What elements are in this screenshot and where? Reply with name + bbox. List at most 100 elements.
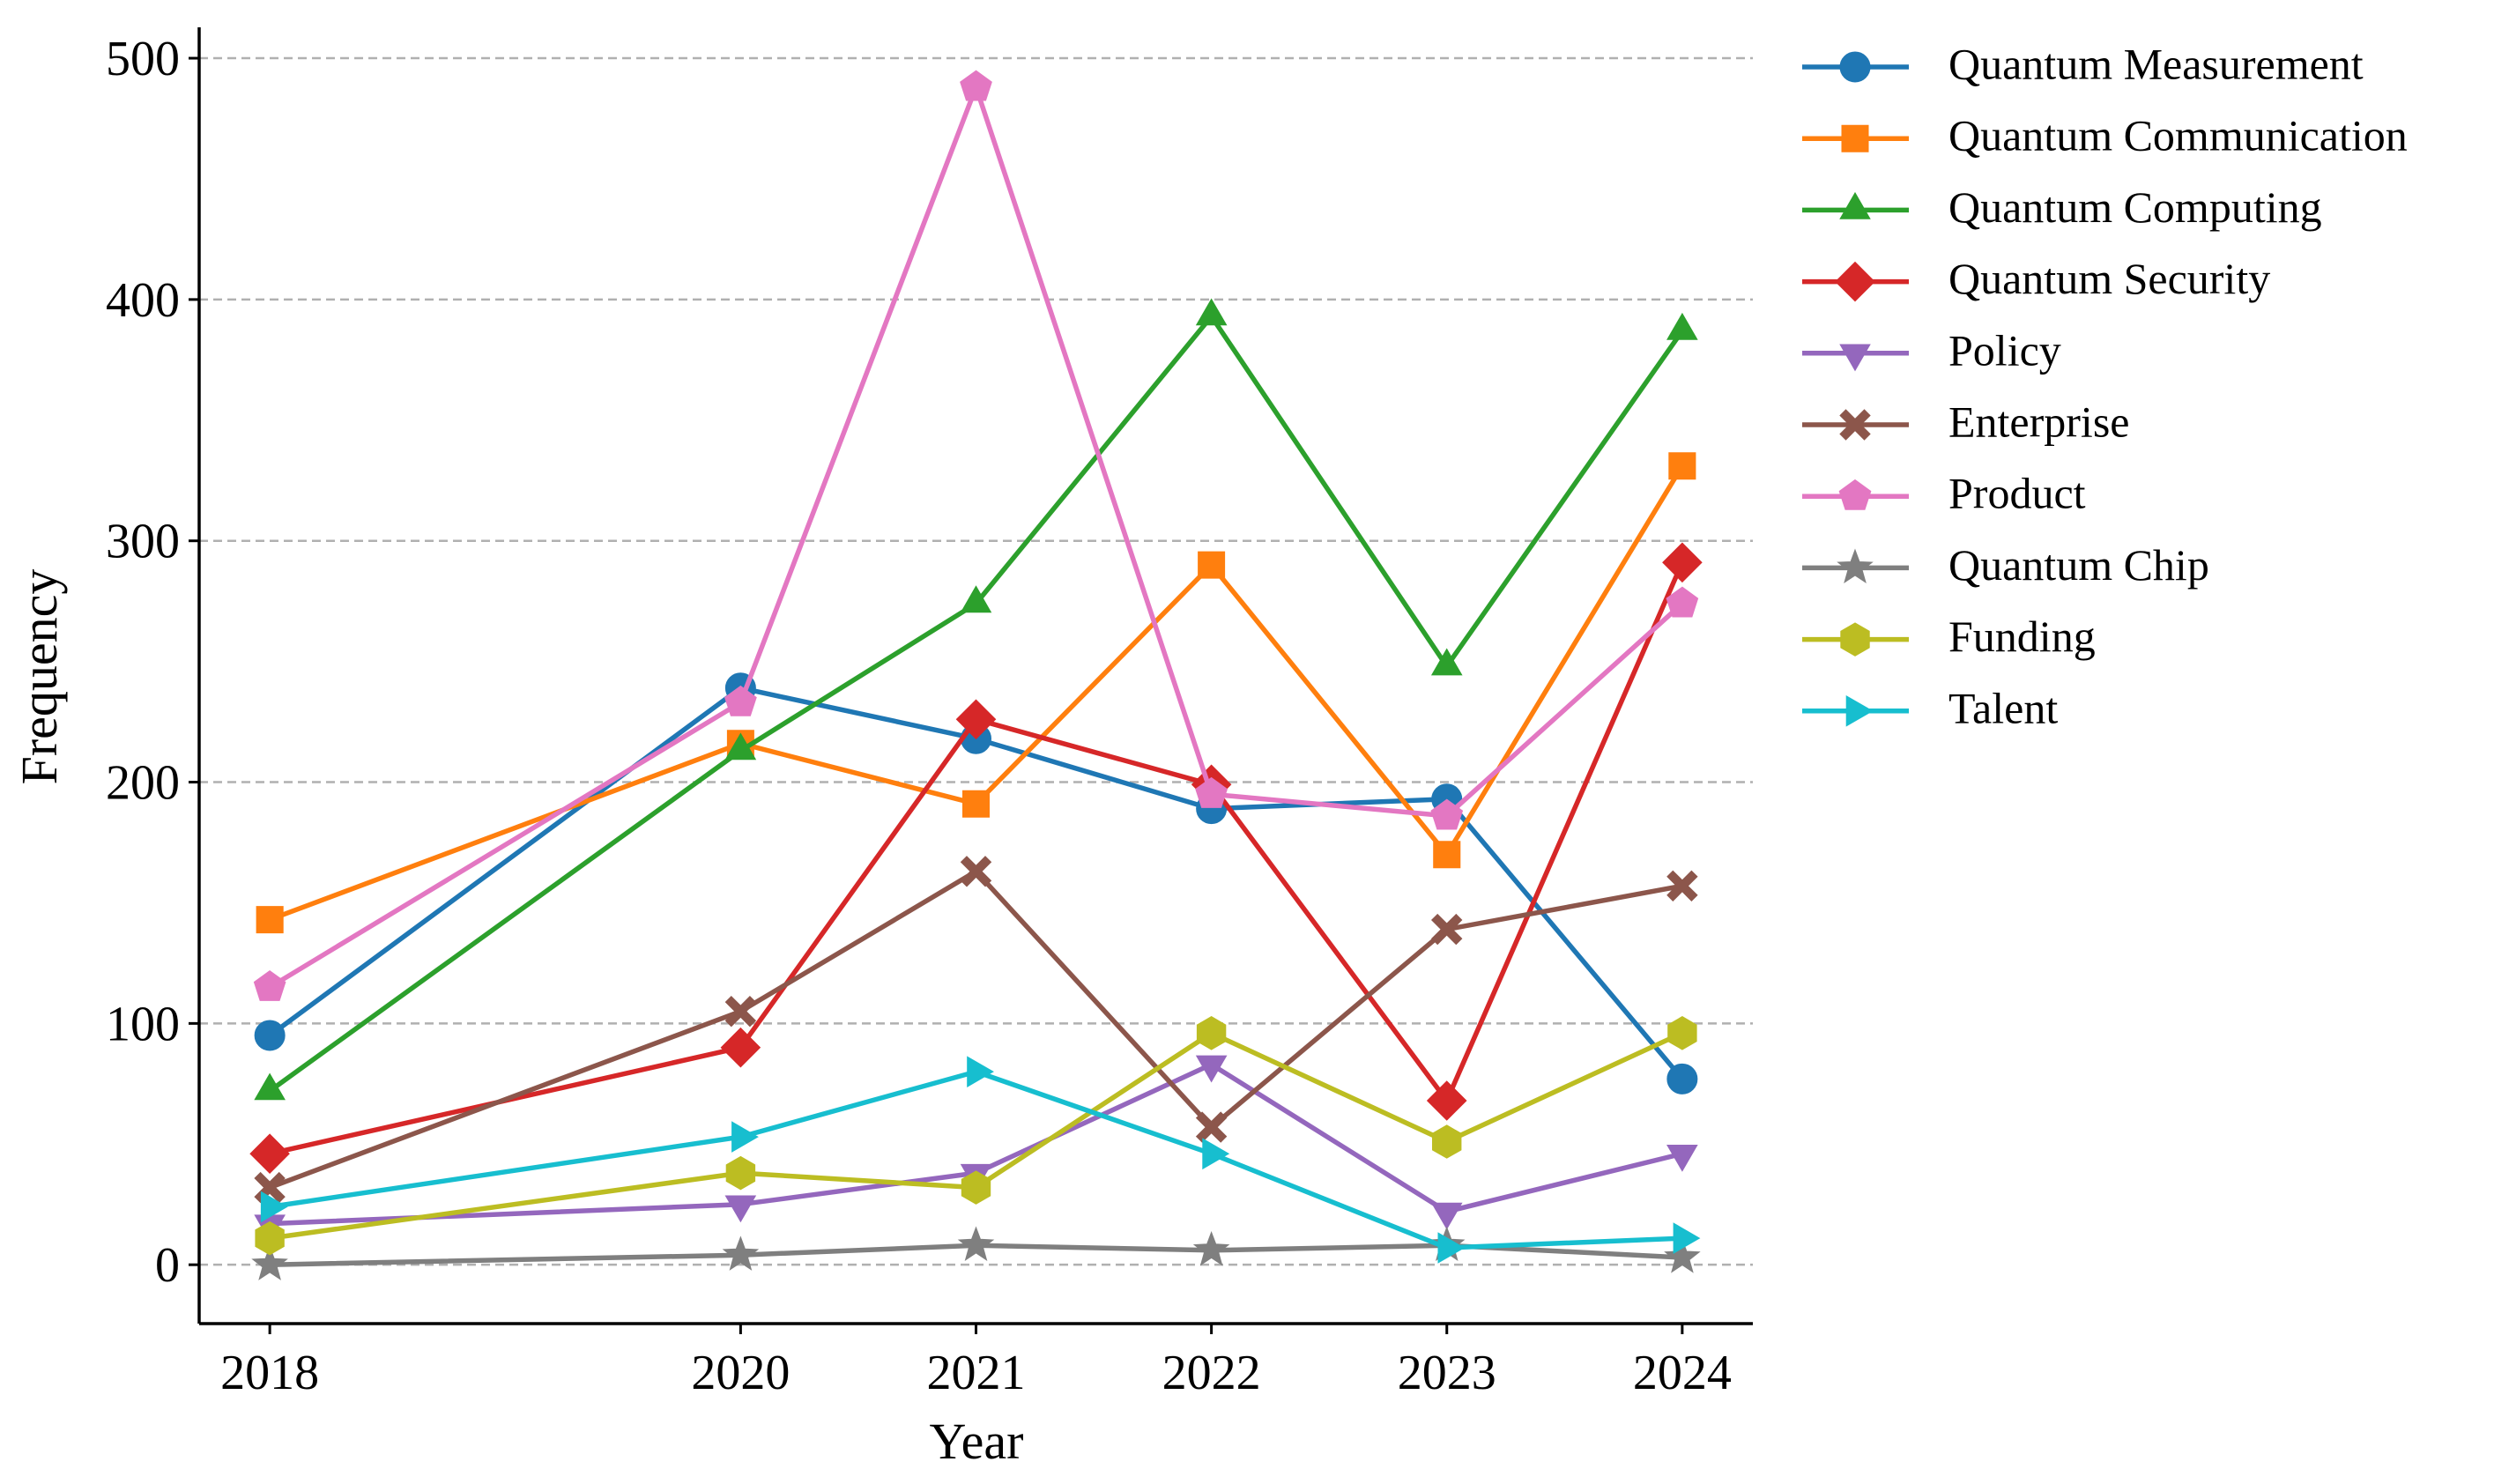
series	[253, 70, 1699, 1001]
marker	[1195, 1111, 1228, 1143]
marker	[724, 685, 757, 716]
marker	[1664, 1238, 1701, 1273]
series	[254, 856, 1698, 1204]
marker	[1662, 542, 1703, 583]
legend-marker	[1841, 124, 1869, 152]
legend-item: Quantum Chip	[1802, 540, 2209, 590]
marker	[254, 1072, 286, 1101]
legend-marker	[1835, 261, 1875, 302]
marker	[960, 70, 992, 101]
marker	[724, 1195, 757, 1223]
x-tick-label: 2018	[220, 1346, 319, 1400]
legend-marker	[1839, 344, 1871, 372]
marker	[724, 995, 757, 1028]
marker	[251, 1245, 288, 1280]
legend-item: Quantum Communication	[1802, 111, 2408, 160]
marker	[1195, 776, 1228, 808]
series	[254, 1055, 1698, 1243]
marker	[1433, 841, 1461, 869]
series-line	[269, 869, 1683, 1191]
legend-marker	[1839, 51, 1871, 83]
legend-label: Enterprise	[1948, 397, 2129, 446]
series-line	[269, 464, 1685, 923]
series-line	[269, 1062, 1683, 1227]
x-tick-label: 2022	[1162, 1346, 1261, 1400]
marker	[1426, 1080, 1467, 1121]
legend-item: Quantum Computing	[1802, 182, 2322, 232]
marker	[1437, 1232, 1466, 1264]
marker	[1666, 870, 1698, 902]
legend-marker	[1837, 548, 1874, 584]
x-tick-label: 2021	[927, 1346, 1026, 1400]
legend-label: Funding	[1948, 612, 2096, 661]
y-tick-label: 100	[106, 997, 180, 1051]
y-tick-label: 400	[106, 273, 180, 328]
marker	[1666, 312, 1698, 340]
marker	[260, 1191, 288, 1223]
legend-label: Quantum Communication	[1948, 111, 2408, 160]
series-line	[269, 1069, 1683, 1250]
marker	[960, 585, 992, 613]
marker	[1196, 1016, 1227, 1050]
y-tick-label: 200	[106, 756, 180, 811]
legend-marker	[1839, 409, 1871, 441]
marker	[724, 732, 757, 761]
legend-marker	[1839, 191, 1871, 219]
marker	[962, 790, 990, 818]
series-line	[268, 85, 1684, 990]
marker	[725, 1155, 756, 1191]
marker	[731, 1121, 759, 1153]
legend-item: Quantum Security	[1802, 254, 2270, 303]
marker	[1195, 1055, 1228, 1083]
series-line	[268, 685, 1685, 1081]
y-tick-label: 300	[106, 515, 180, 569]
marker	[253, 969, 286, 1001]
marker	[960, 856, 992, 887]
marker	[961, 1170, 991, 1205]
marker	[1430, 798, 1464, 830]
legend-item: Talent	[1802, 683, 2058, 732]
legend-label: Quantum Measurement	[1948, 39, 2364, 88]
legend-label: Policy	[1948, 325, 2061, 375]
y-axis-label: Frequency	[11, 569, 68, 785]
legend-label: Quantum Computing	[1948, 182, 2322, 232]
marker	[1667, 1016, 1697, 1050]
marker	[1430, 913, 1463, 946]
marker	[1668, 452, 1696, 480]
marker	[1666, 586, 1699, 618]
legend-marker	[1838, 479, 1872, 510]
marker	[255, 1221, 285, 1256]
marker	[1202, 1138, 1230, 1170]
legend-marker	[1845, 695, 1874, 727]
y-tick-label: 0	[155, 1238, 180, 1293]
series	[255, 1016, 1697, 1256]
series-line	[268, 314, 1685, 1094]
marker	[955, 699, 997, 740]
series	[260, 1056, 1701, 1264]
marker	[249, 1133, 290, 1175]
legend-item: Quantum Measurement	[1802, 39, 2364, 88]
x-tick-label: 2023	[1398, 1346, 1496, 1400]
legend-label: Quantum Chip	[1948, 540, 2209, 590]
marker	[1432, 1124, 1462, 1159]
legend-label: Quantum Security	[1948, 254, 2270, 303]
legend-item: Product	[1802, 469, 2086, 518]
marker	[967, 1056, 994, 1087]
marker	[722, 1235, 760, 1271]
marker	[1198, 551, 1226, 579]
x-tick-label: 2024	[1633, 1346, 1732, 1400]
marker	[957, 1226, 995, 1261]
marker	[1430, 648, 1463, 676]
marker	[1666, 1063, 1698, 1094]
marker	[1195, 298, 1228, 326]
marker	[720, 1027, 761, 1068]
marker	[1192, 1230, 1230, 1266]
x-axis-label: Year	[930, 1413, 1024, 1470]
legend-item: Policy	[1802, 325, 2061, 375]
series	[254, 298, 1698, 1101]
legend-marker	[1840, 622, 1870, 657]
legend-item: Funding	[1802, 612, 2096, 661]
marker	[1666, 1145, 1698, 1172]
